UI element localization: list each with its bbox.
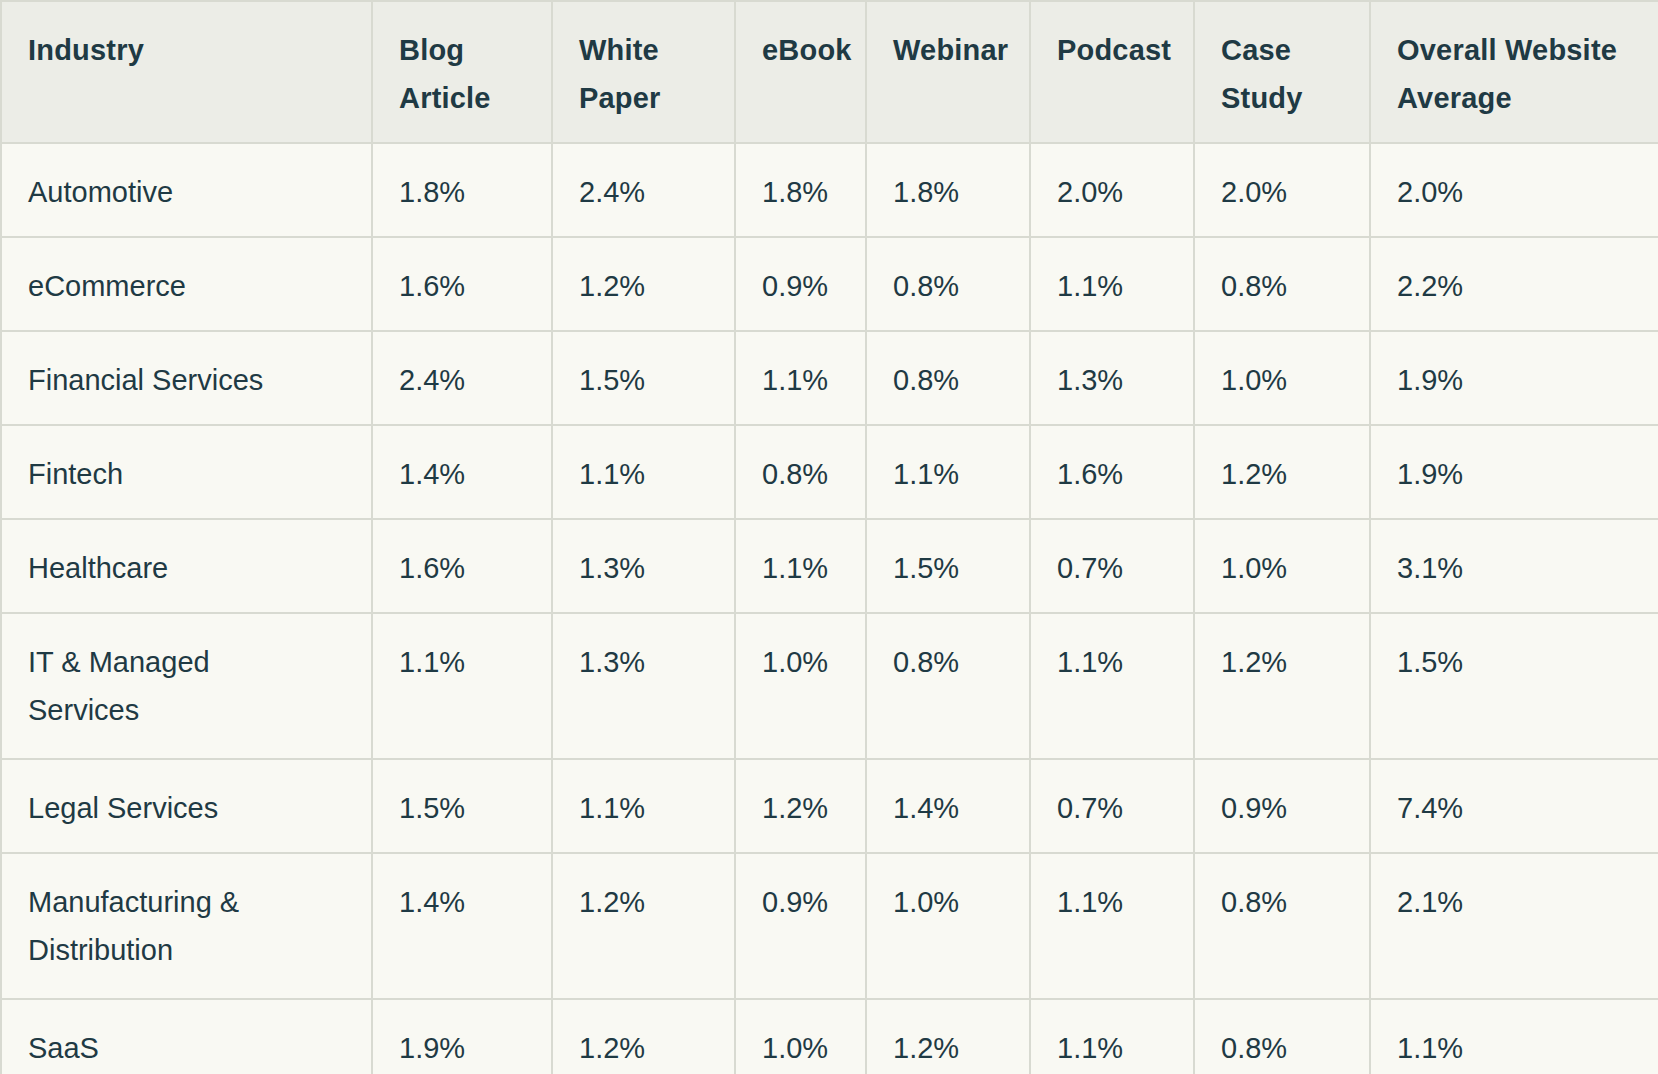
value-cell: 1.4% <box>372 853 552 999</box>
table-row: eCommerce1.6%1.2%0.9%0.8%1.1%0.8%2.2% <box>1 237 1658 331</box>
value-cell: 1.5% <box>1370 613 1658 759</box>
industry-cell: Fintech <box>1 425 372 519</box>
table-header: Industry Blog Article White Paper eBook … <box>1 1 1658 143</box>
industry-cell: IT & Managed Services <box>1 613 372 759</box>
value-cell: 1.8% <box>372 143 552 237</box>
value-cell: 1.2% <box>1194 613 1370 759</box>
value-cell: 0.8% <box>866 613 1030 759</box>
value-cell: 1.1% <box>735 331 866 425</box>
table-row: Healthcare1.6%1.3%1.1%1.5%0.7%1.0%3.1% <box>1 519 1658 613</box>
value-cell: 2.4% <box>372 331 552 425</box>
table-row: Automotive1.8%2.4%1.8%1.8%2.0%2.0%2.0% <box>1 143 1658 237</box>
value-cell: 1.2% <box>552 237 735 331</box>
value-cell: 2.4% <box>552 143 735 237</box>
industry-cell: SaaS <box>1 999 372 1074</box>
industry-cell: eCommerce <box>1 237 372 331</box>
value-cell: 1.2% <box>735 759 866 853</box>
table-row: Legal Services1.5%1.1%1.2%1.4%0.7%0.9%7.… <box>1 759 1658 853</box>
table-row: SaaS1.9%1.2%1.0%1.2%1.1%0.8%1.1% <box>1 999 1658 1074</box>
value-cell: 1.1% <box>552 425 735 519</box>
value-cell: 1.1% <box>866 425 1030 519</box>
value-cell: 1.5% <box>866 519 1030 613</box>
value-cell: 7.4% <box>1370 759 1658 853</box>
column-header-podcast: Podcast <box>1030 1 1194 143</box>
column-header-blog-article: Blog Article <box>372 1 552 143</box>
value-cell: 3.1% <box>1370 519 1658 613</box>
value-cell: 1.1% <box>1370 999 1658 1074</box>
value-cell: 1.6% <box>372 237 552 331</box>
industry-cell: Healthcare <box>1 519 372 613</box>
industry-cell: Financial Services <box>1 331 372 425</box>
value-cell: 1.1% <box>1030 237 1194 331</box>
value-cell: 0.8% <box>1194 237 1370 331</box>
value-cell: 1.1% <box>552 759 735 853</box>
value-cell: 1.9% <box>1370 425 1658 519</box>
header-row: Industry Blog Article White Paper eBook … <box>1 1 1658 143</box>
value-cell: 1.1% <box>372 613 552 759</box>
value-cell: 1.3% <box>1030 331 1194 425</box>
table-body: Automotive1.8%2.4%1.8%1.8%2.0%2.0%2.0%eC… <box>1 143 1658 1074</box>
value-cell: 0.8% <box>866 237 1030 331</box>
value-cell: 0.8% <box>866 331 1030 425</box>
value-cell: 1.2% <box>552 999 735 1074</box>
value-cell: 0.9% <box>735 237 866 331</box>
value-cell: 1.1% <box>1030 853 1194 999</box>
value-cell: 1.3% <box>552 613 735 759</box>
value-cell: 1.6% <box>372 519 552 613</box>
value-cell: 0.9% <box>1194 759 1370 853</box>
value-cell: 1.0% <box>1194 331 1370 425</box>
value-cell: 0.8% <box>1194 853 1370 999</box>
value-cell: 0.7% <box>1030 519 1194 613</box>
value-cell: 2.0% <box>1030 143 1194 237</box>
value-cell: 1.0% <box>1194 519 1370 613</box>
value-cell: 1.3% <box>552 519 735 613</box>
value-cell: 1.5% <box>552 331 735 425</box>
value-cell: 1.9% <box>372 999 552 1074</box>
value-cell: 1.0% <box>866 853 1030 999</box>
value-cell: 1.8% <box>866 143 1030 237</box>
value-cell: 1.4% <box>372 425 552 519</box>
table-row: Financial Services2.4%1.5%1.1%0.8%1.3%1.… <box>1 331 1658 425</box>
conversion-rate-table: Industry Blog Article White Paper eBook … <box>0 0 1658 1074</box>
value-cell: 0.9% <box>735 853 866 999</box>
value-cell: 0.8% <box>1194 999 1370 1074</box>
value-cell: 1.0% <box>735 613 866 759</box>
table-row: Manufacturing & Distribution1.4%1.2%0.9%… <box>1 853 1658 999</box>
value-cell: 1.8% <box>735 143 866 237</box>
column-header-case-study: Case Study <box>1194 1 1370 143</box>
value-cell: 1.4% <box>866 759 1030 853</box>
industry-cell: Legal Services <box>1 759 372 853</box>
value-cell: 1.5% <box>372 759 552 853</box>
value-cell: 1.1% <box>1030 999 1194 1074</box>
column-header-white-paper: White Paper <box>552 1 735 143</box>
value-cell: 0.8% <box>735 425 866 519</box>
table-row: Fintech1.4%1.1%0.8%1.1%1.6%1.2%1.9% <box>1 425 1658 519</box>
value-cell: 1.0% <box>735 999 866 1074</box>
column-header-webinar: Webinar <box>866 1 1030 143</box>
value-cell: 1.9% <box>1370 331 1658 425</box>
industry-cell: Automotive <box>1 143 372 237</box>
value-cell: 1.2% <box>552 853 735 999</box>
value-cell: 1.2% <box>866 999 1030 1074</box>
value-cell: 1.6% <box>1030 425 1194 519</box>
value-cell: 2.0% <box>1370 143 1658 237</box>
value-cell: 2.1% <box>1370 853 1658 999</box>
column-header-industry: Industry <box>1 1 372 143</box>
table-row: IT & Managed Services1.1%1.3%1.0%0.8%1.1… <box>1 613 1658 759</box>
value-cell: 2.0% <box>1194 143 1370 237</box>
value-cell: 1.1% <box>1030 613 1194 759</box>
column-header-overall-website-average: Overall Website Average <box>1370 1 1658 143</box>
value-cell: 1.1% <box>735 519 866 613</box>
industry-cell: Manufacturing & Distribution <box>1 853 372 999</box>
value-cell: 2.2% <box>1370 237 1658 331</box>
value-cell: 1.2% <box>1194 425 1370 519</box>
value-cell: 0.7% <box>1030 759 1194 853</box>
column-header-ebook: eBook <box>735 1 866 143</box>
